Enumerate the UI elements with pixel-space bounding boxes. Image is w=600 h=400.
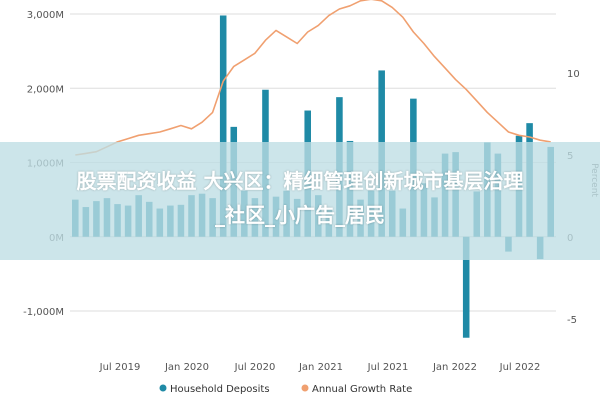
legend: Household Deposits Annual Growth Rate (159, 384, 412, 395)
overlay-text: 股票配资收益 大兴区：精细管理创新城市基层治理 _社区_小广告_居民 (0, 164, 600, 232)
x-tick-label: Jul 2021 (367, 362, 409, 373)
growth-line (75, 0, 551, 156)
legend-label-growth: Annual Growth Rate (312, 384, 412, 395)
x-tick-label: Jul 2022 (499, 362, 541, 373)
deposit-bar (219, 15, 227, 237)
deposit-bar (462, 236, 470, 338)
x-tick-label: Jan 2020 (164, 362, 209, 373)
x-tick-label: Jul 2020 (234, 362, 276, 373)
overlay-line-1: 股票配资收益 大兴区：精细管理创新城市基层治理 (76, 169, 524, 193)
overlay-line-2: _社区_小广告_居民 (215, 203, 385, 227)
x-tick-label: Jul 2019 (99, 362, 141, 373)
legend-marker-deposits (159, 384, 167, 392)
left-tick-label: -1,000M (23, 307, 64, 318)
x-axis-ticks: Jul 2019 Jan 2020 Jul 2020 Jan 2021 Jul 2021… (99, 362, 541, 373)
left-tick-label: 3,000M (27, 10, 64, 21)
growth-rate-line (75, 0, 551, 156)
right-tick-label: 10 (567, 69, 580, 80)
legend-label-deposits: Household Deposits (170, 384, 270, 395)
overlay-banner (0, 142, 600, 260)
x-tick-label: Jan 2022 (432, 362, 477, 373)
legend-marker-growth (301, 384, 309, 392)
left-tick-label: 2,000M (27, 84, 64, 95)
x-tick-label: Jan 2021 (298, 362, 343, 373)
right-tick-label: -5 (567, 315, 577, 326)
